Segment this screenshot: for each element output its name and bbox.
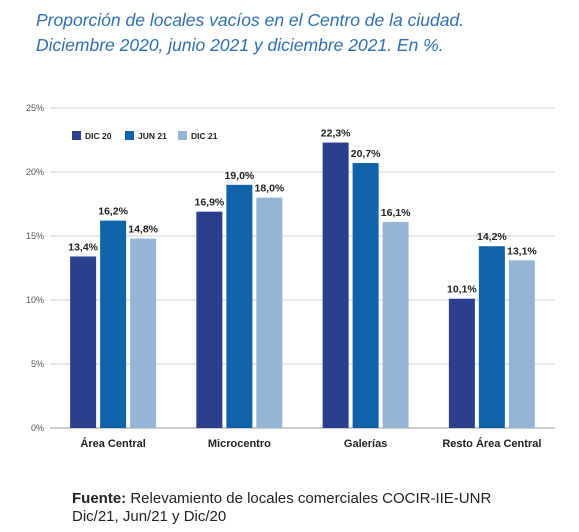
y-tick-label: 15% xyxy=(26,231,44,241)
legend-swatch xyxy=(125,131,134,140)
bar-chart: 0% 5% 10% 15% 20% 25% 13,4% 16,2%14,8% Área Cent… xyxy=(26,103,555,450)
bar xyxy=(382,221,409,428)
legend-label: DIC 21 xyxy=(191,131,218,141)
data-label: 16,9% xyxy=(194,197,224,209)
x-category-label: Microcentro xyxy=(208,438,271,450)
legend-swatch xyxy=(178,131,187,140)
data-label: 19,0% xyxy=(224,170,254,182)
legend-label: DIC 20 xyxy=(85,131,112,141)
source-note: Fuente: Relevamiento de locales comercia… xyxy=(72,490,491,526)
y-tick-label: 20% xyxy=(26,167,44,177)
bar xyxy=(100,220,127,428)
y-tick-label: 0% xyxy=(31,423,44,433)
data-label: 14,8% xyxy=(128,224,158,236)
bar xyxy=(70,256,97,428)
x-category-label: Galerías xyxy=(344,438,387,450)
source-label: Fuente: xyxy=(72,490,127,507)
bar xyxy=(478,246,505,428)
data-label: 14,2% xyxy=(477,231,507,243)
y-tick-label: 25% xyxy=(26,103,44,113)
x-category-label: Área Central xyxy=(80,437,145,450)
bar xyxy=(130,238,157,428)
bar xyxy=(256,197,283,428)
legend-label: JUN 21 xyxy=(138,131,167,141)
data-label: 20,7% xyxy=(351,148,381,160)
bar xyxy=(508,260,535,428)
chart-title: Proporción de locales vacíos en el Centr… xyxy=(36,8,556,58)
bar xyxy=(448,298,475,428)
source-text: Relevamiento de locales comerciales COCI… xyxy=(126,490,492,507)
data-label: 22,3% xyxy=(321,128,351,140)
data-label: 10,1% xyxy=(447,284,477,296)
data-label: 18,0% xyxy=(254,183,284,195)
data-label: 13,4% xyxy=(68,241,98,253)
source-line-2: Dic/21, Jun/21 y Dic/20 xyxy=(72,508,227,525)
data-label: 16,1% xyxy=(381,207,411,219)
x-category-label: Resto Área Central xyxy=(442,437,541,450)
y-tick-label: 10% xyxy=(26,295,44,305)
bar xyxy=(352,163,379,429)
bar xyxy=(226,184,253,428)
bar xyxy=(196,211,223,428)
legend-swatch xyxy=(72,131,81,140)
data-label: 16,2% xyxy=(98,206,128,218)
bar xyxy=(322,142,349,428)
chart-title-line-1: Proporción de locales vacíos en el Centr… xyxy=(36,10,465,30)
chart-title-line-2: Diciembre 2020, junio 2021 y diciembre 2… xyxy=(36,35,444,55)
data-label: 13,1% xyxy=(507,245,537,257)
y-tick-label: 5% xyxy=(31,359,44,369)
